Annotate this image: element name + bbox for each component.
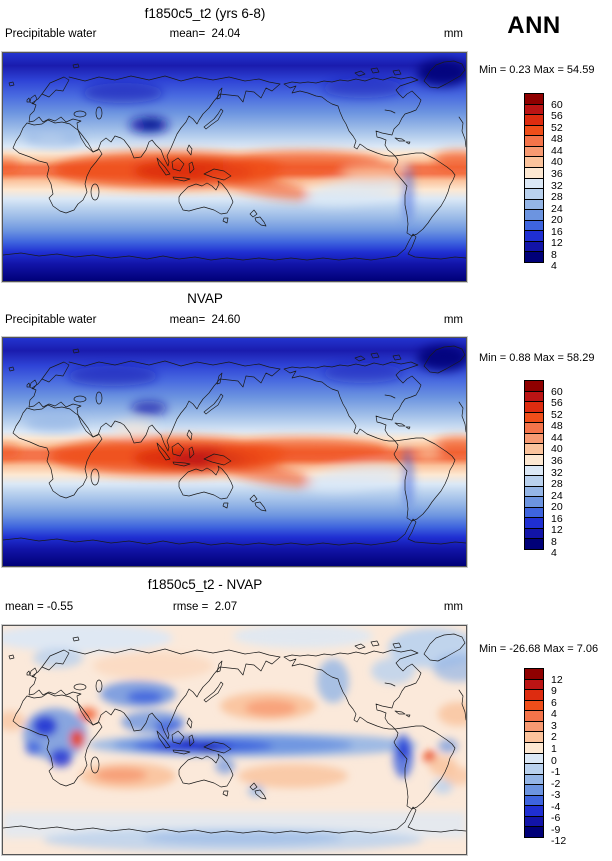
panel1-stats-row: Precipitable water mean= 24.04 mm [0,28,465,42]
panel3-rmse: rmse = 2.07 [172,601,238,613]
colorbar-tick-label: 12 [551,237,563,250]
colorbar-tick-label: -12 [551,835,567,848]
panel2-title: NVAP [187,291,223,306]
colorbar-tick-label: 60 [551,98,563,111]
panel1-title: f1850c5_t2 (yrs 6-8) [144,6,266,21]
panel2-mean: mean= 24.60 [169,314,241,326]
colorbar-tick-label: 32 [551,466,563,479]
panel3-mean: mean = -0.55 [5,601,74,613]
panel3-map-svg [3,626,466,854]
field-anomaly-layer [3,60,466,223]
colorbar-tick-label: 8 [551,535,557,548]
colorbar-cell [524,251,544,263]
colorbar-tick-label: 2 [551,731,557,744]
colorbar-tick-label: 52 [551,121,563,134]
colorbar-tick-label: 3 [551,719,557,732]
colorbar-tick-label: 12 [551,524,563,537]
colorbar-tick-label: 9 [551,685,557,698]
colorbar-tick-label: -3 [551,789,561,802]
colorbar-tick-label: 4 [551,547,557,560]
field-anomaly-layer [3,626,466,852]
colorbar-tick-label: 52 [551,408,563,421]
panel1-map [2,52,467,282]
colorbar-tick-label: 40 [551,156,563,169]
colorbar-tick-label: 24 [551,202,563,215]
panel2-units: mm [443,314,463,326]
colorbar-tick-label: 4 [551,708,557,721]
colorbar-tick-label: 60 [551,385,563,398]
panel1-minmax: Min = 0.23 Max = 54.59 [479,64,595,76]
colorbar-tick-label: 1 [551,742,557,755]
colorbar-tick-label: 56 [551,110,563,123]
colorbar-tick-label: 36 [551,454,563,467]
colorbar-tick-label: 16 [551,225,563,238]
colorbar-tick-label: 12 [551,673,563,686]
colorbar-cell [524,826,544,838]
season-label: ANN [507,12,561,39]
colorbar-cell [524,538,544,550]
panel3-stats-row: mean = -0.55 rmse = 2.07 mm [0,601,465,615]
colorbar-tick-label: 28 [551,191,563,204]
colorbar-tick-label: 8 [551,248,557,261]
panel3-minmax: Min = -26.68 Max = 7.06 [479,643,599,655]
colorbar-tick-label: 16 [551,512,563,525]
colorbar-tick-label: -2 [551,777,561,790]
colorbar-tick-label: 40 [551,443,563,456]
colorbar-tick-label: 28 [551,478,563,491]
colorbar-tick-label: 4 [551,260,557,273]
panel2-minmax: Min = 0.88 Max = 58.29 [479,352,595,364]
colorbar-tick-label: 20 [551,501,563,514]
panel2-variable-label: Precipitable water [5,314,97,326]
colorbar-tick-label: 56 [551,397,563,410]
colorbar-tick-label: 0 [551,754,557,767]
panel3-units: mm [443,601,463,613]
panel2-colorbar: 60 56 52 48 44 40 36 32 28 24 20 16 12 8 4 [524,380,563,565]
colorbar-tick-label: -4 [551,800,561,813]
panel3-colorbar: 12 9 6 4 3 2 1 0 -1 -2 -3 -4 -6 -9 -12 [524,668,566,853]
colorbar-tick-label: 20 [551,214,563,227]
panel2-map-svg [3,338,466,566]
colorbar-tick-label: -9 [551,823,561,836]
panel1-colorbar: 60 56 52 48 44 40 36 32 28 24 20 16 12 8 4 [524,93,563,278]
colorbar-tick-label: 44 [551,144,563,157]
colorbar-tick-label: 6 [551,696,557,709]
colorbar-tick-label: 48 [551,420,563,433]
colorbar-tick-label: 44 [551,431,563,444]
panel3-map [2,625,467,855]
panel2-stats-row: Precipitable water mean= 24.60 mm [0,314,465,328]
colorbar-tick-label: 48 [551,133,563,146]
panel3-title: f1850c5_t2 - NVAP [147,577,263,592]
field-anomaly-layer [3,345,466,508]
colorbar-tick-label: -1 [551,766,561,779]
colorbar-tick-label: 24 [551,489,563,502]
colorbar-tick-label: 32 [551,179,563,192]
colorbar-tick-label: 36 [551,167,563,180]
panel2-map [2,337,467,567]
panel1-mean: mean= 24.04 [169,28,241,40]
colorbar-tick-label: -6 [551,812,561,825]
panel1-variable-label: Precipitable water [5,28,97,40]
panel1-units: mm [443,28,463,40]
panel1-map-svg [3,53,466,281]
